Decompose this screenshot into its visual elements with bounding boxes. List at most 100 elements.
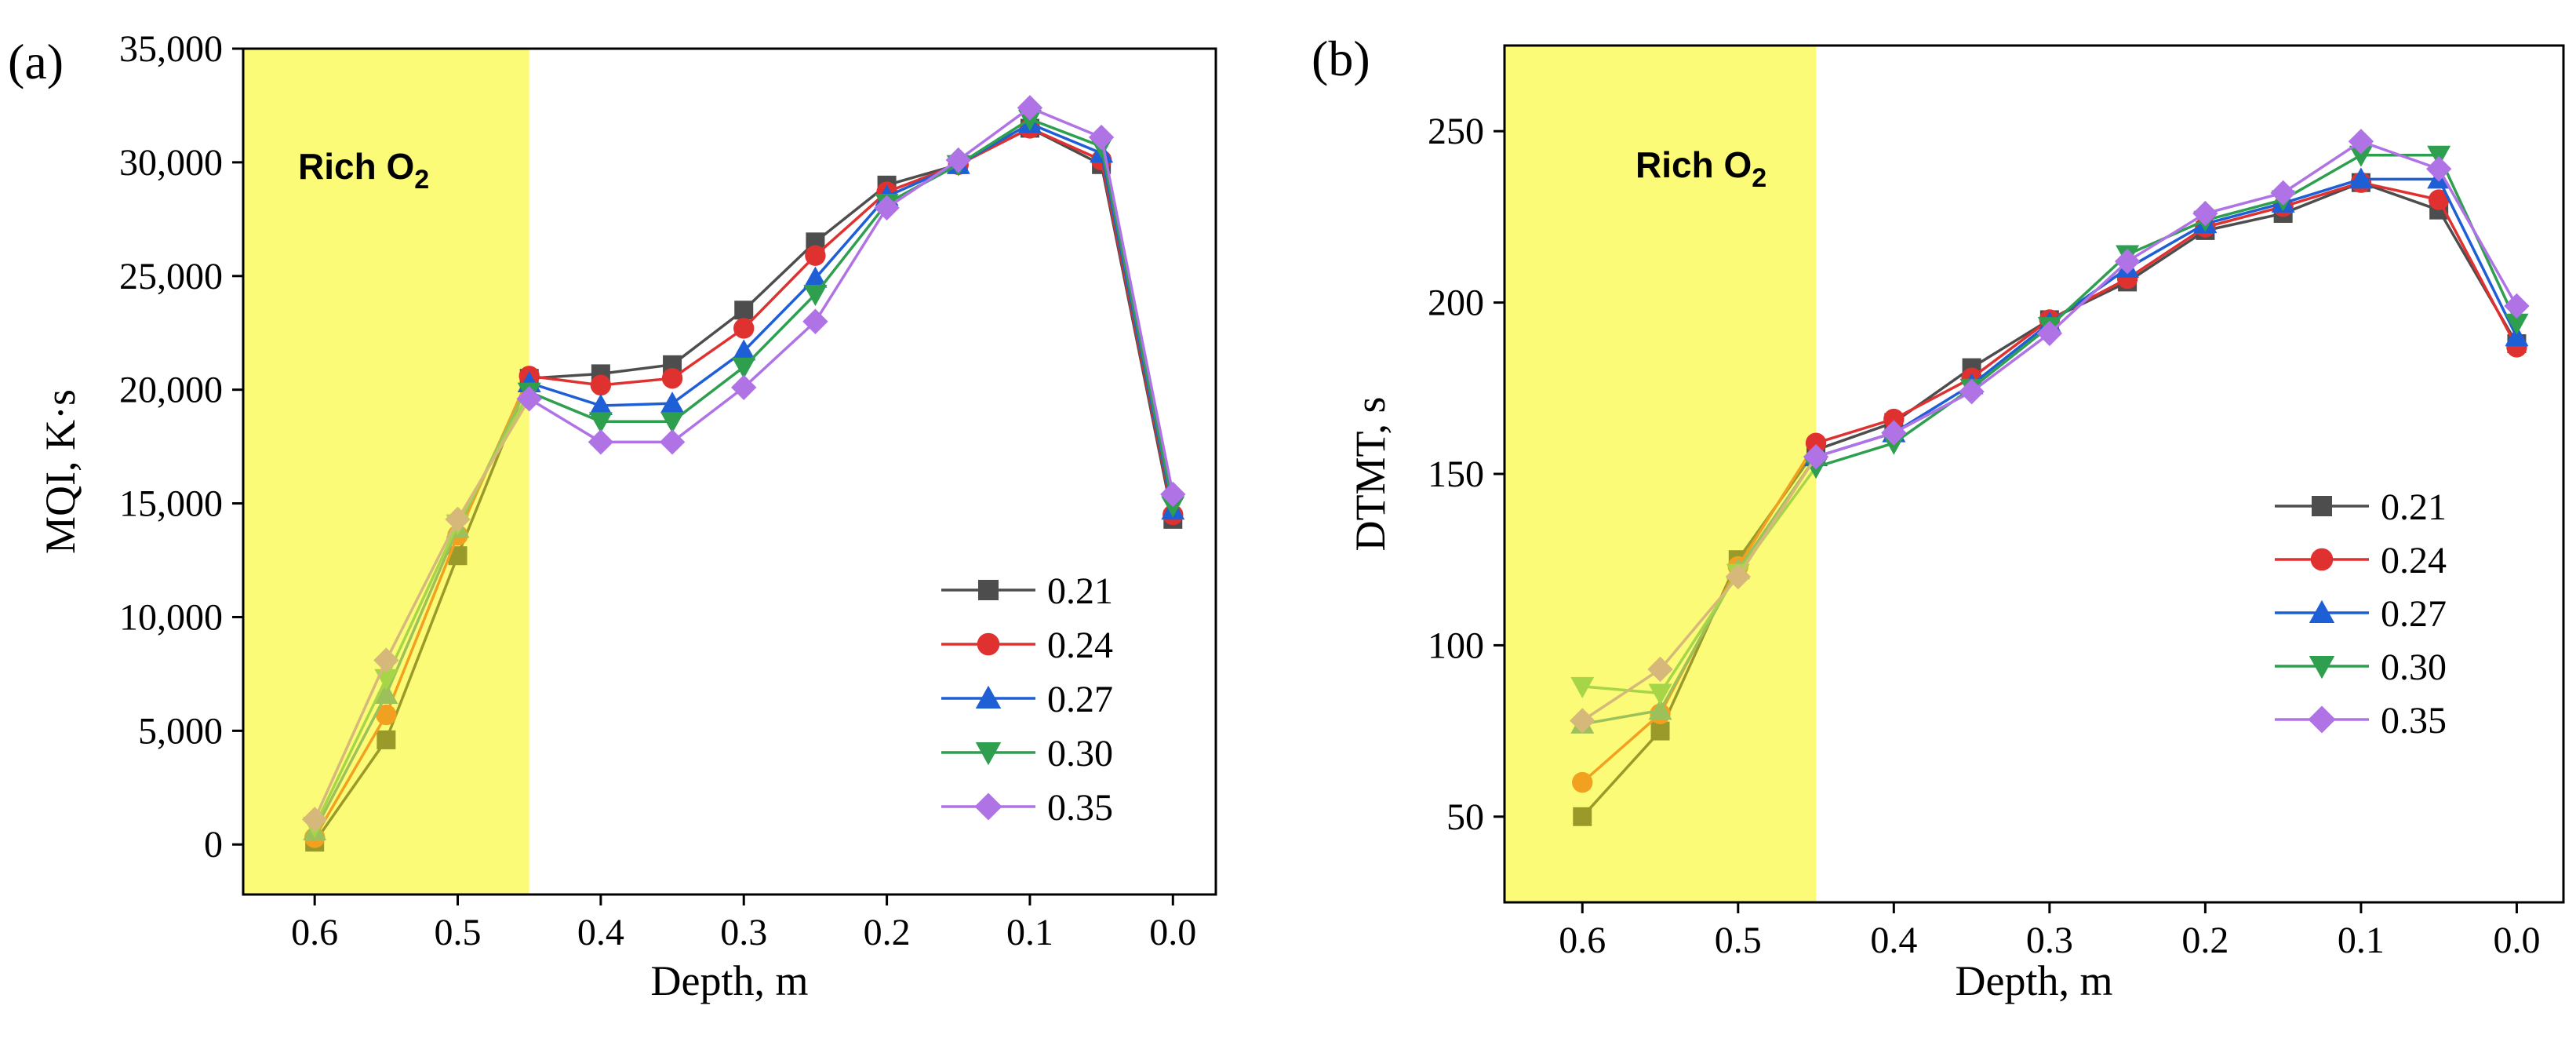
legend-label: 0.30 — [1047, 733, 1113, 774]
data-point — [1881, 420, 1907, 446]
series-line-segment — [313, 677, 387, 827]
x-tick-label: 0.4 — [1870, 920, 1917, 961]
legend-label: 0.27 — [1047, 679, 1113, 720]
series-line-segment — [600, 363, 673, 376]
y-tick-label: 150 — [1428, 454, 1484, 495]
legend: 0.21 0.24 0.27 0.30 0.35 — [2275, 486, 2447, 741]
data-point — [2270, 180, 2296, 206]
series-line-segment — [814, 191, 888, 257]
series-line-segment — [2283, 177, 2362, 205]
data-point — [802, 308, 828, 334]
series-line-segment — [384, 527, 460, 695]
data-point — [2505, 313, 2529, 335]
series-line-segment — [814, 202, 888, 296]
series-line-segment — [671, 366, 745, 423]
series-line-segment — [2204, 198, 2284, 222]
data-point — [1650, 721, 1670, 741]
series-line-segment — [1815, 431, 1894, 458]
series-line-segment — [1659, 575, 1740, 671]
data-point — [1572, 771, 1593, 793]
data-point — [590, 374, 612, 396]
legend-label: 0.35 — [1047, 787, 1113, 829]
series-line-segment — [1815, 421, 1894, 452]
series-line-segment — [671, 327, 745, 380]
legend-label: 0.30 — [2381, 647, 2447, 688]
series-line-segment — [1581, 730, 1661, 818]
data-point — [1883, 408, 1905, 430]
series-line-segment — [1815, 417, 1894, 445]
data-point — [2425, 156, 2452, 182]
series-line-segment — [2437, 178, 2519, 338]
data-point — [732, 357, 756, 379]
data-point — [660, 412, 685, 434]
x-tick-label: 0.2 — [864, 912, 911, 953]
y-tick-label: 5,000 — [138, 710, 223, 752]
x-tick-label: 0.6 — [1559, 920, 1606, 961]
series-line-segment — [2204, 205, 2284, 229]
legend-label: 0.24 — [2381, 540, 2447, 581]
series-line-segment — [1970, 322, 2050, 386]
series-line-segment — [2282, 154, 2362, 202]
series-line-segment — [384, 519, 460, 661]
series-line-segment — [2283, 181, 2362, 208]
series-line-segment — [457, 398, 531, 520]
y-tick-label: 0 — [204, 824, 223, 865]
legend-marker — [2310, 548, 2334, 571]
rich-o2-label: Rich O2 — [1635, 144, 1766, 193]
x-tick-label: 0.3 — [2026, 920, 2073, 961]
series-line-segment — [2127, 222, 2207, 270]
rich-o2-region — [243, 49, 529, 894]
series-line-segment — [743, 320, 817, 389]
data-point — [803, 266, 828, 288]
legend-label: 0.35 — [2381, 700, 2447, 741]
data-point — [731, 374, 757, 400]
y-tick-label: 100 — [1428, 625, 1484, 666]
series-line-segment — [1893, 377, 1973, 421]
data-point — [377, 730, 396, 749]
data-point — [1725, 563, 1751, 590]
data-point — [732, 339, 756, 361]
series-line-segment — [528, 397, 602, 443]
data-point — [2114, 248, 2141, 275]
series-line-segment — [886, 158, 959, 209]
y-tick-label: 25,000 — [119, 256, 223, 297]
data-point — [588, 393, 613, 415]
series-line-segment — [1970, 319, 2050, 380]
data-point — [445, 506, 471, 533]
series-line-segment — [671, 350, 745, 405]
series-line-segment — [1970, 332, 2050, 393]
legend-marker — [2309, 599, 2335, 623]
series-line-segment — [2127, 229, 2207, 283]
x-tick-label: 0.0 — [2493, 920, 2540, 961]
series-line-segment — [1582, 685, 1661, 695]
series-line-segment — [529, 374, 602, 387]
data-point — [301, 807, 328, 833]
series-line-segment — [743, 241, 817, 312]
series-line-segment — [671, 386, 745, 443]
rich-o2-subscript: 2 — [1752, 163, 1766, 193]
series-0.35 — [1570, 129, 2530, 734]
data-point — [734, 301, 754, 320]
data-point — [588, 412, 613, 434]
rich-o2-region — [1504, 46, 1817, 902]
series-line-segment — [1581, 668, 1661, 722]
series-line-segment — [384, 555, 460, 741]
legend-marker — [2309, 656, 2335, 679]
series-line-segment — [529, 390, 602, 423]
data-point — [2036, 320, 2063, 347]
x-axis-title: Depth, m — [651, 957, 809, 1004]
panel-label: (a) — [8, 34, 64, 89]
data-point — [1570, 676, 1595, 698]
rich-o2-label: Rich O2 — [298, 146, 429, 195]
legend: 0.21 0.24 0.27 0.30 0.35 — [941, 570, 1113, 829]
data-point — [805, 245, 826, 266]
series-line-segment — [1029, 122, 1102, 155]
series-line-segment — [384, 534, 460, 716]
data-point — [1160, 481, 1186, 508]
data-point — [733, 318, 755, 339]
data-point — [1803, 443, 1829, 470]
series-line-segment — [742, 293, 817, 368]
series-line-segment — [1815, 442, 1894, 468]
series-line-segment — [2360, 140, 2440, 170]
